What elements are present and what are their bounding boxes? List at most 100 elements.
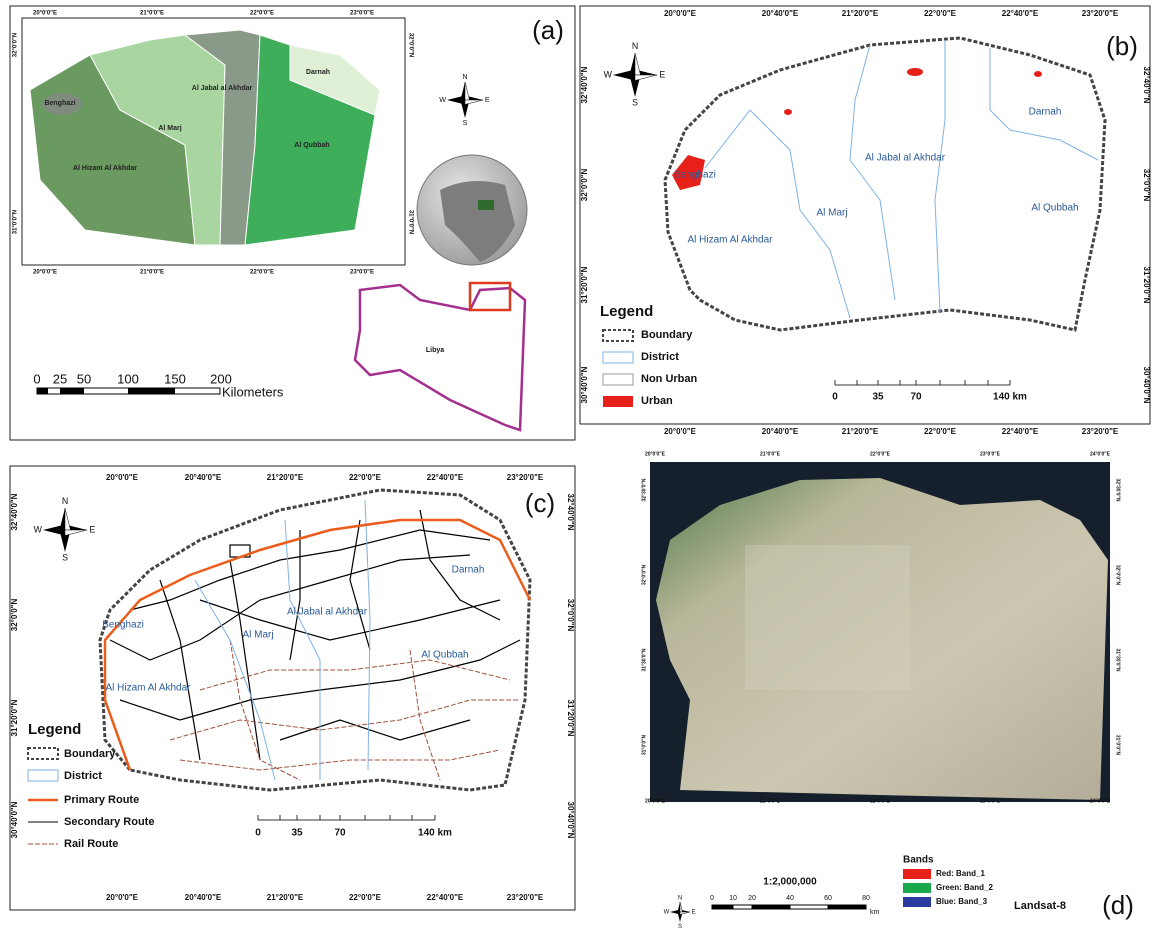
north-arrow [465, 100, 483, 105]
legend-label: Boundary [64, 748, 116, 760]
compass-label: E [659, 69, 665, 79]
coord-label: 32°0'0"N [641, 564, 647, 585]
coord-label: 21°20'0"E [267, 473, 304, 482]
coord-label: 22°0'0"E [870, 451, 891, 457]
legend-label: Green: Band_2 [936, 883, 993, 892]
country-outline [355, 285, 525, 430]
scale-label: 70 [910, 392, 922, 403]
coord-label: 20°40'0"E [762, 427, 799, 436]
panel-a [10, 6, 575, 440]
north-arrow [65, 530, 87, 536]
coord-label: 32°0'0"N [10, 599, 19, 632]
compass-label: S [463, 118, 468, 127]
scale-bar [835, 380, 1010, 385]
coord-label: 23°0'0"E [980, 451, 1001, 457]
legend-label: District [64, 770, 102, 782]
coord-label: 31°20'0"N [1142, 267, 1151, 304]
scale-label: 20 [748, 895, 756, 902]
scale-label: 40 [786, 895, 794, 902]
figure: 20°0'0"E 21°0'0"E 22°0'0"E 23°0'0"E 20°0'0"E… [0, 0, 1156, 932]
coord-label: 22°40'0"E [427, 893, 464, 902]
legend-label: Rail Route [64, 838, 118, 850]
coord-label: 22°0'0"E [250, 270, 274, 276]
coord-label: 23°20'0"E [1082, 427, 1119, 436]
compass-label: E [485, 95, 490, 104]
scale-ratio: 1:2,000,000 [763, 877, 817, 888]
scale-label: 60 [824, 895, 832, 902]
district-label: Al Marj [158, 125, 181, 132]
compass-label: E [89, 524, 95, 534]
coord-label: 22°0'0"E [924, 427, 957, 436]
coord-label: 20°0'0"E [645, 451, 666, 457]
coord-label: 32°0'0"N [1115, 565, 1121, 586]
coord-label: 22°0'0"E [924, 9, 957, 18]
coord-label: 31°20'0"N [566, 700, 575, 737]
compass-label: W [664, 910, 670, 916]
coord-label: 32°0'0"N [566, 599, 575, 632]
coord-label: 32°0'0"N [13, 33, 19, 57]
coord-label: 32°30'0"N [641, 478, 647, 501]
legend-title: Bands [903, 855, 934, 866]
panel-d [650, 462, 1110, 909]
district-label: Al Marj [816, 208, 847, 219]
district-label: Benghazi [102, 620, 144, 631]
scale-unit: Kilometers [222, 384, 284, 399]
north-arrow [635, 53, 641, 75]
coord-label: 32°0'0"N [1142, 169, 1151, 202]
panel-label: (d) [1102, 890, 1134, 920]
compass-label: N [678, 895, 682, 901]
district-label: Benghazi [674, 170, 716, 181]
compass-label: S [62, 552, 68, 562]
coord-label: 22°0'0"E [870, 798, 891, 804]
boundary [665, 38, 1105, 330]
band-swatches [903, 869, 931, 907]
legend-label: District [641, 351, 679, 363]
coord-label: 31°20'0"N [580, 266, 589, 303]
coord-label: 31°0'0"N [13, 210, 19, 234]
coord-label: 31°0'0"N [641, 734, 647, 755]
compass-label: E [692, 910, 696, 916]
compass-label: S [678, 924, 682, 930]
compass-label: W [604, 69, 613, 79]
scale-label: 140 km [418, 828, 452, 839]
legend-title: Legend [600, 303, 653, 320]
coord-label: 21°0'0"E [140, 11, 164, 17]
district-label: Al Qubbah [421, 650, 468, 661]
coord-label: 24°0'0"E [1090, 451, 1111, 457]
page: { "compass": {"n": "N", "e": "E", "s": "… [0, 0, 1156, 932]
coord-label: 31°0'0"N [1115, 735, 1121, 756]
coord-label: 23°20'0"E [507, 473, 544, 482]
legend-label: Blue: Band_3 [936, 897, 988, 906]
coord-label: 32°40'0"N [580, 66, 589, 103]
district-label: Al Qubbah [294, 142, 329, 149]
coord-label: 22°0'0"E [250, 11, 274, 17]
coord-label: 21°0'0"E [760, 798, 781, 804]
north-arrow [465, 82, 470, 100]
north-arrow [680, 902, 683, 912]
coord-label: 23°0'0"E [350, 270, 374, 276]
compass-label: W [439, 95, 446, 104]
scale-bar [37, 388, 220, 394]
compass-label: W [34, 524, 43, 534]
district-label: Al Hizam Al Akhdar [687, 235, 773, 246]
compass-label: N [62, 496, 68, 506]
coord-label: 20°40'0"E [185, 473, 222, 482]
coord-label: 20°0'0"E [33, 11, 57, 17]
coord-label: 20°0'0"E [106, 893, 139, 902]
north-arrow [635, 75, 657, 81]
district-label: Al Jabal al Akhdar [287, 607, 368, 618]
legend-label: Non Urban [641, 373, 698, 385]
coord-label: 31°0'0"N [407, 210, 413, 234]
district-label: Darnah [452, 565, 485, 576]
coord-label: 30°40'0"N [566, 802, 575, 839]
coord-label: 32°0'0"N [580, 169, 589, 202]
district-label: Al Qubbah [1031, 203, 1078, 214]
coord-label: 22°0'0"E [349, 893, 382, 902]
scale-unit: km [870, 909, 880, 916]
coord-label: 32°0'0"N [407, 33, 413, 57]
coord-label: 32°30'0"N [1115, 478, 1121, 501]
globe-highlight [478, 200, 494, 210]
legend-swatches [603, 330, 633, 407]
coord-label: 22°40'0"E [1002, 427, 1039, 436]
coord-label: 30°40'0"N [10, 801, 19, 838]
